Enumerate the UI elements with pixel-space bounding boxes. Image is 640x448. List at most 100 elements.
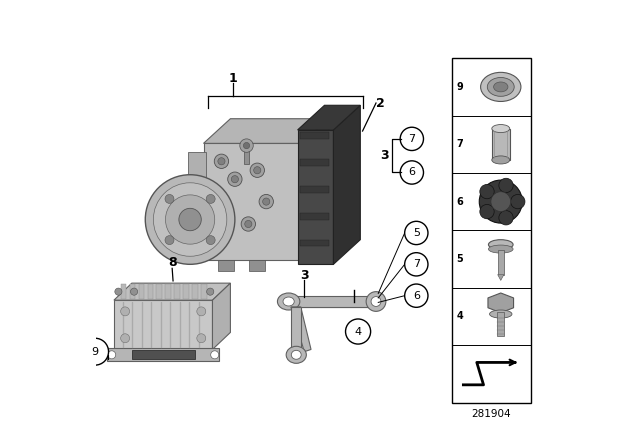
Bar (184, 284, 189, 299)
Bar (108, 348, 219, 361)
Circle shape (228, 172, 242, 186)
Text: 7: 7 (408, 134, 415, 144)
Circle shape (121, 334, 130, 343)
Circle shape (262, 198, 270, 205)
Circle shape (366, 292, 386, 311)
Bar (165, 284, 171, 299)
Text: 6: 6 (457, 197, 463, 207)
Circle shape (211, 351, 219, 359)
Bar (498, 250, 504, 275)
Circle shape (179, 208, 201, 231)
Ellipse shape (487, 78, 514, 96)
Bar (148, 284, 153, 299)
Text: 1: 1 (228, 72, 237, 85)
Bar (157, 284, 162, 299)
Circle shape (259, 194, 273, 209)
Bar (139, 284, 144, 299)
Circle shape (371, 297, 381, 306)
Ellipse shape (278, 293, 300, 310)
Bar (132, 350, 195, 359)
Circle shape (197, 334, 206, 343)
Circle shape (404, 253, 428, 276)
Ellipse shape (481, 72, 521, 102)
Ellipse shape (492, 125, 509, 133)
Bar (289, 297, 376, 307)
Bar (121, 284, 126, 299)
Polygon shape (204, 119, 329, 143)
Bar (202, 284, 207, 299)
Circle shape (214, 154, 228, 168)
Bar (300, 159, 329, 166)
Circle shape (121, 307, 130, 316)
Circle shape (404, 221, 428, 245)
Text: 6: 6 (408, 168, 415, 177)
Bar (114, 300, 212, 349)
Circle shape (243, 142, 250, 149)
Circle shape (480, 185, 494, 199)
Text: 9: 9 (92, 347, 99, 357)
Bar (218, 260, 234, 271)
Text: 6: 6 (413, 291, 420, 301)
Circle shape (131, 288, 138, 295)
Bar (452, 58, 531, 403)
Circle shape (145, 175, 235, 264)
Circle shape (244, 220, 252, 228)
Circle shape (197, 307, 206, 316)
Polygon shape (302, 119, 329, 260)
Text: 9: 9 (457, 82, 463, 92)
Circle shape (206, 236, 215, 245)
Circle shape (165, 236, 174, 245)
Ellipse shape (488, 245, 513, 253)
Circle shape (479, 180, 522, 223)
Circle shape (108, 351, 116, 359)
Circle shape (165, 194, 174, 203)
Polygon shape (291, 307, 311, 352)
Circle shape (207, 288, 214, 295)
Circle shape (491, 192, 511, 211)
Circle shape (231, 176, 239, 183)
Bar (130, 284, 135, 299)
Ellipse shape (488, 240, 513, 250)
Text: 3: 3 (380, 149, 388, 162)
Text: 7: 7 (457, 139, 463, 149)
Ellipse shape (291, 350, 301, 359)
Text: 2: 2 (376, 96, 385, 110)
Text: 281904: 281904 (472, 409, 511, 419)
Bar (291, 296, 376, 307)
Polygon shape (333, 105, 360, 264)
Circle shape (115, 288, 122, 295)
Text: 4: 4 (355, 327, 362, 336)
Bar (300, 240, 329, 246)
Text: 7: 7 (413, 259, 420, 269)
Text: 5: 5 (457, 254, 463, 264)
Bar (192, 284, 198, 299)
Polygon shape (291, 307, 301, 349)
Circle shape (253, 167, 261, 174)
Circle shape (82, 338, 109, 365)
Circle shape (499, 178, 513, 193)
Circle shape (480, 204, 494, 219)
Polygon shape (212, 283, 230, 349)
Text: 8: 8 (168, 256, 177, 270)
Circle shape (346, 319, 371, 344)
Ellipse shape (286, 346, 307, 363)
Bar (492, 129, 509, 160)
Circle shape (404, 284, 428, 307)
Text: 3: 3 (300, 269, 308, 282)
Bar (175, 284, 180, 299)
Circle shape (250, 163, 264, 177)
Bar (300, 213, 329, 220)
Circle shape (218, 158, 225, 165)
Circle shape (206, 194, 215, 203)
Bar (497, 312, 504, 336)
Circle shape (400, 127, 424, 151)
Bar (298, 130, 333, 264)
Polygon shape (498, 275, 504, 280)
Ellipse shape (492, 156, 509, 164)
Polygon shape (298, 105, 360, 130)
Circle shape (240, 139, 253, 152)
Bar (249, 260, 266, 271)
Circle shape (511, 194, 525, 209)
Ellipse shape (283, 297, 294, 306)
Ellipse shape (490, 310, 512, 318)
